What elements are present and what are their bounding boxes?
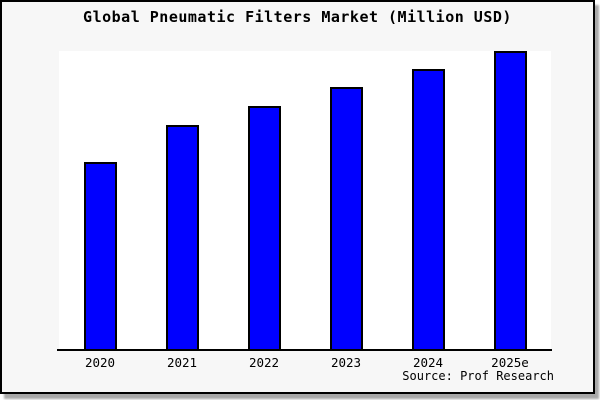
bar-slot [469, 51, 551, 349]
bar-2024 [411, 68, 445, 349]
x-axis-labels: 2020 2021 2022 2023 2024 2025e [59, 355, 551, 370]
bars [59, 51, 551, 349]
x-axis-line [57, 349, 552, 351]
chart-window: Global Pneumatic Filters Market (Million… [0, 0, 595, 394]
source-attribution: Source: Prof Research [402, 369, 554, 383]
chart-title: Global Pneumatic Filters Market (Million… [83, 8, 512, 26]
bar-2021 [165, 124, 199, 349]
bar-2020 [83, 161, 117, 349]
bar-2023 [329, 87, 363, 349]
bar-slot [305, 51, 387, 349]
bar-slot [59, 51, 141, 349]
x-tick-label-2023: 2023 [330, 355, 362, 370]
bar-slot [223, 51, 305, 349]
bar-slot [141, 51, 223, 349]
plot-area [59, 51, 551, 349]
bar-slot [387, 51, 469, 349]
x-tick-label-2024: 2024 [412, 355, 444, 370]
bar-2025e [493, 51, 527, 349]
x-tick-label-2022: 2022 [248, 355, 280, 370]
x-tick-label-2025e: 2025e [491, 355, 529, 370]
x-tick-label-2020: 2020 [84, 355, 116, 370]
bar-2022 [247, 106, 281, 349]
x-tick-label-2021: 2021 [166, 355, 198, 370]
